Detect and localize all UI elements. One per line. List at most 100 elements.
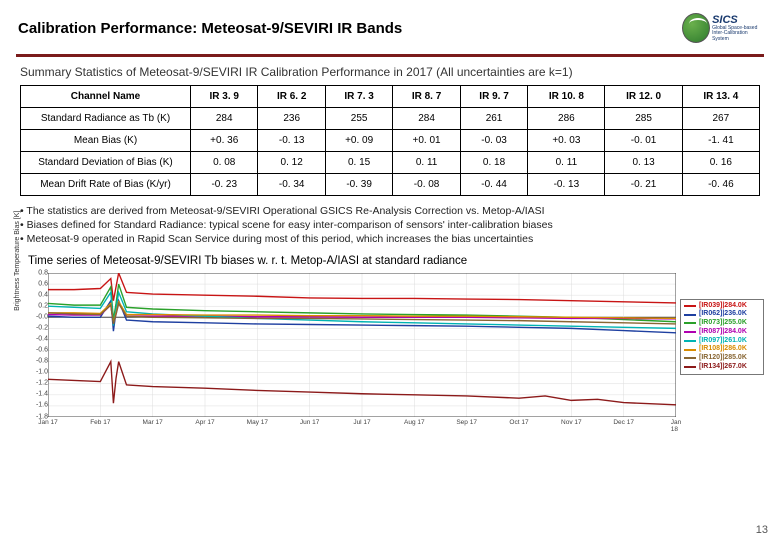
xtick-label: Apr 17 xyxy=(195,419,214,426)
xtick-label: Aug 17 xyxy=(404,419,425,426)
ytick-label: -0.8 xyxy=(36,358,48,365)
legend-label: [IR087]|284.0K xyxy=(699,328,747,337)
gsics-logo: SICS Global Space-based Inter-Calibratio… xyxy=(682,8,762,48)
legend-item: [IR073]|255.0K xyxy=(684,319,760,328)
table-cell: -0. 13 xyxy=(528,174,605,196)
ytick-label: -0.0 xyxy=(36,313,48,320)
table-cell: 0. 13 xyxy=(605,152,682,174)
table-cell: -1. 41 xyxy=(682,130,759,152)
ytick-label: 0.2 xyxy=(38,302,48,309)
legend-label: [IR097]|261.0K xyxy=(699,337,747,346)
legend-label: [IR134]|267.0K xyxy=(699,363,747,372)
legend-swatch xyxy=(684,366,696,368)
table-row: Mean Drift Rate of Bias (K/yr)-0. 23-0. … xyxy=(21,174,760,196)
xtick-label: Nov 17 xyxy=(561,419,582,426)
ytick-label: 0.8 xyxy=(38,269,48,276)
ytick-label: -0.4 xyxy=(36,335,48,342)
table-cell: 0. 15 xyxy=(325,152,392,174)
legend-label: [IR120]|285.0K xyxy=(699,354,747,363)
table-cell: Mean Drift Rate of Bias (K/yr) xyxy=(21,174,191,196)
chart-legend: [IR039]|284.0K[IR062]|236.0K[IR073]|255.… xyxy=(680,299,764,375)
legend-swatch xyxy=(684,322,696,324)
table-row: Standard Deviation of Bias (K)0. 080. 12… xyxy=(21,152,760,174)
ytick-label: 0.6 xyxy=(38,280,48,287)
table-cell: 285 xyxy=(605,108,682,130)
note-item: The statistics are derived from Meteosat… xyxy=(20,204,760,218)
legend-swatch xyxy=(684,305,696,307)
table-cell: 0. 16 xyxy=(682,152,759,174)
xtick-label: Jun 17 xyxy=(300,419,320,426)
legend-item: [IR087]|284.0K xyxy=(684,328,760,337)
legend-swatch xyxy=(684,331,696,333)
legend-label: [IR108]|286.0K xyxy=(699,345,747,354)
xtick-label: Oct 17 xyxy=(509,419,528,426)
table-header-cell: IR 7. 3 xyxy=(325,86,392,108)
table-header-cell: IR 8. 7 xyxy=(393,86,460,108)
table-row: Mean Bias (K)+0. 36-0. 13+0. 09+0. 01-0.… xyxy=(21,130,760,152)
table-cell: -0. 44 xyxy=(460,174,527,196)
note-item: Biases defined for Standard Radiance: ty… xyxy=(20,218,760,232)
table-header-cell: IR 12. 0 xyxy=(605,86,682,108)
xtick-label: May 17 xyxy=(247,419,268,426)
xtick-label: Dec 17 xyxy=(613,419,634,426)
table-cell: 284 xyxy=(191,108,258,130)
table-cell: 284 xyxy=(393,108,460,130)
legend-swatch xyxy=(684,340,696,342)
header-rule xyxy=(16,54,764,57)
table-caption: Summary Statistics of Meteosat-9/SEVIRI … xyxy=(0,65,780,85)
xtick-label: Sep 17 xyxy=(456,419,477,426)
table-cell: 236 xyxy=(258,108,325,130)
table-cell: +0. 03 xyxy=(528,130,605,152)
legend-item: [IR039]|284.0K xyxy=(684,302,760,311)
note-item: Meteosat-9 operated in Rapid Scan Servic… xyxy=(20,232,760,246)
ytick-label: -1.6 xyxy=(36,402,48,409)
page-title: Calibration Performance: Meteosat-9/SEVI… xyxy=(18,20,682,37)
table-cell: 255 xyxy=(325,108,392,130)
xtick-label: Jan 18 xyxy=(671,419,681,433)
table-header-cell: IR 9. 7 xyxy=(460,86,527,108)
legend-item: [IR108]|286.0K xyxy=(684,345,760,354)
table-cell: 286 xyxy=(528,108,605,130)
table-cell: 267 xyxy=(682,108,759,130)
chart-caption: Time series of Meteosat-9/SEVIRI Tb bias… xyxy=(0,247,780,271)
table-cell: -0. 23 xyxy=(191,174,258,196)
page-number: 13 xyxy=(756,524,768,536)
table-cell: 261 xyxy=(460,108,527,130)
table-cell: -0. 21 xyxy=(605,174,682,196)
table-header-cell: IR 6. 2 xyxy=(258,86,325,108)
table-cell: 0. 11 xyxy=(528,152,605,174)
table-header-cell: Channel Name xyxy=(21,86,191,108)
chart-ylabel: Brightness Temperature Bias [K] xyxy=(14,210,21,310)
legend-label: [IR039]|284.0K xyxy=(699,302,747,311)
ytick-label: 0.4 xyxy=(38,291,48,298)
ytick-label: -0.6 xyxy=(36,347,48,354)
legend-item: [IR062]|236.0K xyxy=(684,310,760,319)
table-cell: -0. 01 xyxy=(605,130,682,152)
legend-item: [IR134]|267.0K xyxy=(684,363,760,372)
legend-item: [IR097]|261.0K xyxy=(684,337,760,346)
xtick-label: Jul 17 xyxy=(353,419,370,426)
table-cell: +0. 09 xyxy=(325,130,392,152)
ytick-label: -1.2 xyxy=(36,380,48,387)
timeseries-chart: Brightness Temperature Bias [K] -1.8-1.6… xyxy=(16,271,764,431)
ytick-label: -1.4 xyxy=(36,391,48,398)
table-cell: 0. 11 xyxy=(393,152,460,174)
table-cell: 0. 12 xyxy=(258,152,325,174)
globe-icon xyxy=(682,13,710,43)
table-cell: -0. 08 xyxy=(393,174,460,196)
table-header-cell: IR 13. 4 xyxy=(682,86,759,108)
table-cell: Standard Radiance as Tb (K) xyxy=(21,108,191,130)
legend-swatch xyxy=(684,349,696,351)
table-cell: -0. 34 xyxy=(258,174,325,196)
xtick-label: Mar 17 xyxy=(143,419,163,426)
table-cell: +0. 36 xyxy=(191,130,258,152)
notes-list: The statistics are derived from Meteosat… xyxy=(0,204,780,247)
legend-label: [IR073]|255.0K xyxy=(699,319,747,328)
table-cell: 0. 18 xyxy=(460,152,527,174)
table-row: Standard Radiance as Tb (K)2842362552842… xyxy=(21,108,760,130)
legend-swatch xyxy=(684,314,696,316)
xtick-label: Feb 17 xyxy=(90,419,110,426)
ytick-label: -1.0 xyxy=(36,369,48,376)
table-header-cell: IR 3. 9 xyxy=(191,86,258,108)
xtick-label: Jan 17 xyxy=(38,419,58,426)
